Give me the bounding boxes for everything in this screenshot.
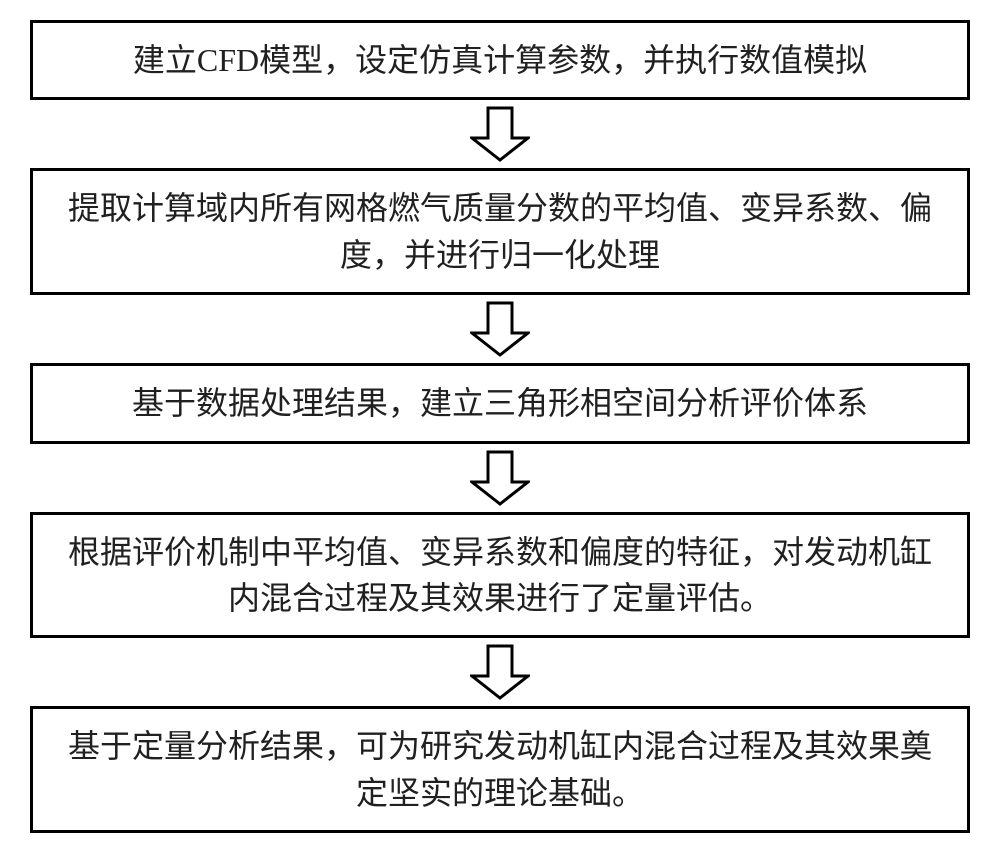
flowchart-container: 建立CFD模型，设定仿真计算参数，并执行数值模拟 提取计算域内所有网格燃气质量分… (20, 20, 980, 833)
flowchart-step: 建立CFD模型，设定仿真计算参数，并执行数值模拟 (30, 20, 970, 100)
arrow-down-icon (470, 106, 530, 162)
arrow-down-icon (470, 644, 530, 700)
flowchart-step: 根据评价机制中平均值、变异系数和偏度的特征，对发动机缸内混合过程及其效果进行了定… (30, 512, 970, 639)
step-text: 基于数据处理结果，建立三角形相空间分析评价体系 (132, 380, 868, 426)
arrow-down-icon (470, 301, 530, 357)
arrow-down-icon (470, 450, 530, 506)
step-text: 建立CFD模型，设定仿真计算参数，并执行数值模拟 (133, 37, 867, 83)
flowchart-step: 基于数据处理结果，建立三角形相空间分析评价体系 (30, 363, 970, 443)
step-text: 根据评价机制中平均值、变异系数和偏度的特征，对发动机缸内混合过程及其效果进行了定… (53, 529, 947, 622)
step-text: 基于定量分析结果，可为研究发动机缸内混合过程及其效果奠定坚实的理论基础。 (53, 723, 947, 816)
flowchart-step: 基于定量分析结果，可为研究发动机缸内混合过程及其效果奠定坚实的理论基础。 (30, 706, 970, 833)
step-text: 提取计算域内所有网格燃气质量分数的平均值、变异系数、偏度，并进行归一化处理 (53, 185, 947, 278)
flowchart-step: 提取计算域内所有网格燃气质量分数的平均值、变异系数、偏度，并进行归一化处理 (30, 168, 970, 295)
